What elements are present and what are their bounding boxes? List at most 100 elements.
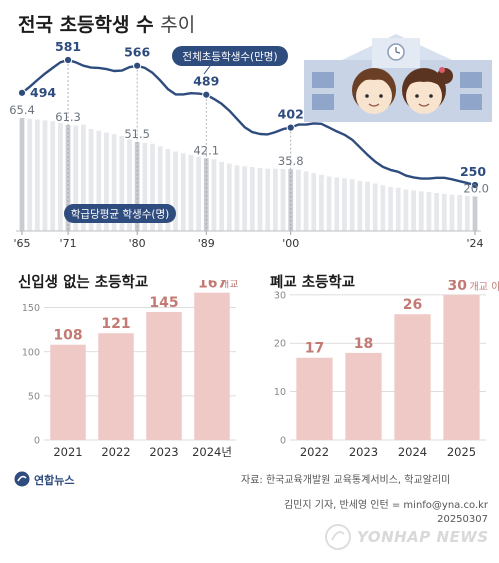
bar-2002: [303, 171, 309, 231]
title-main: 전국 초등학생 수: [18, 14, 154, 36]
bar-legend-label: 학급당평균 학생수(명): [71, 209, 169, 221]
bar-2022: [98, 333, 134, 440]
credit-line-2: 20250307: [437, 514, 488, 525]
x-tick-label-1965: '65: [13, 237, 30, 250]
bar-2001: [296, 169, 301, 231]
bar-1979: [127, 139, 132, 231]
bar-2021: [50, 344, 86, 440]
line-value-label-1971: 581: [55, 39, 81, 54]
bar-1967: [34, 119, 40, 231]
bar-1991: [219, 161, 225, 231]
bar-1983: [157, 146, 163, 231]
y-tick-label-10: 10: [274, 387, 286, 398]
bar-1973: [81, 124, 86, 231]
school-wall: [304, 60, 492, 122]
value-label-2022: 121: [101, 316, 130, 332]
line-point-1989: [202, 90, 211, 99]
bar-2025: [443, 294, 480, 440]
bar-2021: [449, 194, 455, 231]
bar-2007: [342, 178, 347, 231]
bar-2017: [418, 191, 424, 231]
y-tick-label-50: 50: [28, 391, 40, 402]
value-label-2022: 17: [305, 341, 324, 357]
line-point-2000: [286, 123, 295, 132]
bar-1985: [173, 151, 178, 231]
bar-value-label-1989: 42.1: [193, 143, 219, 157]
bar-1977: [111, 134, 117, 231]
bar-legend-pill: [64, 204, 176, 223]
bar-value-label-1980: 51.5: [124, 127, 150, 141]
value-unit-label: 개교 이상: [470, 281, 499, 293]
bar-1996: [257, 167, 263, 231]
bar-1965: [19, 118, 25, 231]
line-point-2024: [470, 180, 480, 190]
bar-1982: [150, 143, 155, 231]
bar-1968: [42, 120, 48, 231]
value-label-2023: 18: [354, 336, 373, 352]
school-window-1: [312, 72, 334, 88]
logo-text: 연합뉴스: [34, 474, 75, 487]
x-tick-label-1989: '89: [198, 237, 215, 250]
x-tick-label-2021: 2021: [53, 445, 82, 459]
page-title: 전국 초등학생 수 추이: [18, 10, 195, 37]
bar-2019: [434, 192, 439, 231]
line-point-1971: [63, 55, 73, 65]
bar-2022: [296, 357, 333, 440]
logo-mark-icon: [14, 471, 30, 487]
line-legend-pill: [172, 46, 288, 66]
y-tick-label-30: 30: [274, 290, 286, 301]
bar-value-label-2024: 20.0: [463, 181, 489, 195]
x-tick-label-2024: 2024: [398, 445, 427, 459]
bar-2023: [464, 195, 470, 231]
line-value-label-1989: 489: [193, 74, 219, 89]
bar-2013: [388, 186, 393, 231]
bar-1995: [249, 167, 255, 231]
bar-2003: [311, 173, 317, 231]
bar-1978: [119, 135, 125, 231]
credit-line-1: 김민지 기자, 반세영 인턴 = minfo@yna.co.kr: [283, 500, 488, 511]
bar-1994: [242, 166, 248, 231]
line-point-1965: [17, 88, 27, 97]
bar-1989: [203, 158, 209, 231]
bar-2012: [380, 185, 386, 231]
bar-2016: [411, 190, 416, 231]
y-tick-label-0: 0: [34, 436, 40, 447]
x-tick-label-2022: 2022: [101, 445, 130, 459]
bar-1997: [265, 168, 271, 231]
yonhap-logo: [14, 471, 30, 487]
bar-2022: [457, 195, 463, 231]
source-text: 자료: 한국교육개발원 교육통계서비스, 학교알리미: [241, 475, 451, 486]
bar-1981: [142, 142, 148, 231]
bar-1975: [96, 130, 102, 231]
x-tick-label-2000: '00: [282, 237, 299, 250]
bar-2006: [334, 177, 340, 231]
y-tick-label-100: 100: [22, 347, 40, 358]
closed-schools-chart-title: 폐교 초등학교: [270, 275, 356, 291]
x-tick-label-2024: '24: [466, 237, 483, 250]
bar-2010: [365, 181, 370, 231]
bar-1992: [226, 163, 232, 231]
bar-1970: [58, 123, 63, 231]
line-legend-label: 전체초등학생수(만명): [182, 51, 277, 63]
bar-2024: [394, 314, 431, 440]
credit: 김민지 기자, 반세영 인턴 = minfo@yna.co.kr 2025030…: [284, 499, 488, 527]
bar-1972: [73, 125, 79, 231]
bar-2004: [319, 174, 324, 231]
new-students-chart-title: 신입생 없는 초등학교: [18, 275, 149, 291]
x-tick-label-1980: '80: [129, 237, 146, 250]
line-value-label-1980: 566: [124, 45, 150, 60]
student-trend-chart: '65 '71 '80 '89 '00 '24 494 581 566 489 402 250 65.4…: [9, 39, 489, 250]
y-tick-label-150: 150: [22, 303, 40, 314]
watermark-logo: [325, 524, 351, 550]
bar-2011: [372, 183, 378, 231]
bar-value-label-1965: 65.4: [9, 103, 35, 117]
value-unit-label: 개교: [220, 280, 238, 291]
line-value-label-2000: 402: [278, 107, 304, 122]
school-window-3: [460, 72, 482, 88]
bar-value-label-1971: 61.3: [55, 110, 81, 124]
bar-2018: [426, 192, 432, 231]
bar-1971: [65, 125, 71, 231]
y-tick-label-20: 20: [274, 339, 286, 350]
